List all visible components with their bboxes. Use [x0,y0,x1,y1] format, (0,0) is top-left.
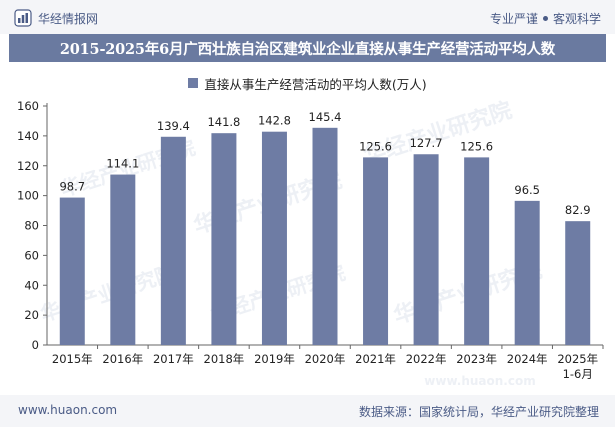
data-label-0: 98.7 [59,180,85,194]
x-tick-label-1: 2016年 [102,352,143,366]
bar-chart: 华经产业研究院华经产业研究院华经产业研究院华经产业研究院华经产业研究院华经产业研… [17,97,604,388]
tagline: 专业严谨 客观科学 [490,9,601,27]
data-label-8: 125.6 [460,139,493,153]
watermark-6: www.huaon.com [424,374,535,388]
data-source: 数据来源：国家统计局，华经产业研究院整理 [358,405,599,419]
footer-url[interactable]: www.huaon.com [18,403,118,417]
data-label-6: 125.6 [359,139,392,153]
brand-name: 华经情报网 [38,11,99,26]
data-label-9: 96.5 [514,183,540,197]
x-tick-label-6: 2021年 [355,352,396,366]
brand: 华经情报网 [14,9,98,27]
data-label-1: 114.1 [106,157,139,171]
huajing-logo-icon [14,9,32,27]
bar-3 [211,133,237,345]
bar-0 [59,197,85,345]
y-tick-label: 120 [17,159,39,173]
y-tick-label: 140 [17,129,39,143]
y-tick-label: 40 [24,278,39,292]
bar-5 [312,127,338,345]
x-tick-label-5: 2020年 [305,352,346,366]
separator-dot-icon [542,15,548,21]
y-tick-label: 160 [17,99,39,113]
x-tick-label-9: 2024年 [507,352,548,366]
x-tick-label-10: 2025年 [557,352,598,366]
bar-1 [110,174,136,345]
data-label-3: 141.8 [207,115,240,129]
watermark-4: 华经产业研究院 [38,260,179,326]
bar-10 [565,221,591,345]
data-label-5: 145.4 [309,110,342,124]
footer: www.huaon.com 数据来源：国家统计局，华经产业研究院整理 [0,395,615,427]
bar-layer [59,127,591,345]
title-bar: 2015-2025年6月广西壮族自治区建筑业企业直接从事生产经营活动平均人数 [9,34,606,62]
data-label-4: 142.8 [258,114,291,128]
data-label-2: 139.4 [157,119,190,133]
x-tick-label-2: 2017年 [153,352,194,366]
tagline-right: 客观科学 [552,11,601,26]
y-tick-label: 0 [32,338,39,352]
bar-9 [514,200,540,345]
tagline-left: 专业严谨 [489,11,538,26]
legend-label: 直接从事生产经营活动的平均人数(万人) [204,76,427,92]
bar-8 [464,157,490,345]
y-tick-label: 80 [24,219,39,233]
y-tick-label: 20 [24,308,39,322]
data-label-7: 127.7 [410,136,443,150]
bar-6 [363,157,389,345]
bar-7 [413,154,439,345]
x-tick-label-7: 2022年 [406,352,447,366]
x-tick-label-4: 2019年 [254,352,295,366]
y-tick-label: 60 [24,248,39,262]
label-layer: 98.7 2015年 114.1 2016年 139.4 2017年 141.8 2018年 1… [52,110,598,381]
bar-4 [261,131,287,345]
x-tick-sublabel-10: 1-6月 [563,367,593,381]
top-banner: 华经情报网 专业严谨 客观科学 [0,0,615,34]
x-tick-label-3: 2018年 [204,352,245,366]
chart-title: 2015-2025年6月广西壮族自治区建筑业企业直接从事生产经营活动平均人数 [59,40,556,58]
bar-2 [160,136,186,345]
legend-swatch [188,78,199,88]
y-tick-label: 100 [17,189,39,203]
x-tick-label-8: 2023年 [456,352,497,366]
x-tick-label-0: 2015年 [52,352,93,366]
legend: 直接从事生产经营活动的平均人数(万人) [0,74,615,92]
data-label-10: 82.9 [565,203,591,217]
